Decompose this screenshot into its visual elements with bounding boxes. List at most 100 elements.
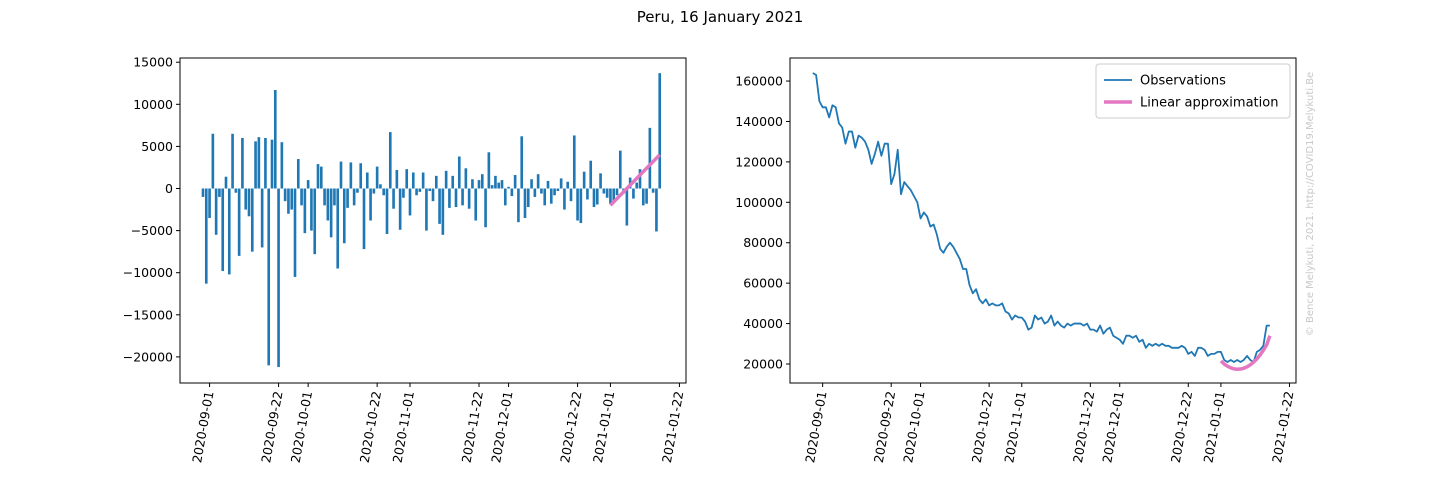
bar <box>586 188 589 200</box>
bar <box>579 188 583 224</box>
bar <box>464 168 468 189</box>
bar <box>329 188 333 238</box>
bar <box>471 179 474 189</box>
x-tick-label: 2020-09-01 <box>189 390 216 464</box>
bar <box>388 132 392 189</box>
bar <box>296 159 300 189</box>
bar <box>638 169 642 189</box>
bar <box>342 188 346 244</box>
y-tick-label: 60000 <box>743 276 783 291</box>
bar <box>523 188 527 218</box>
bar <box>609 188 612 204</box>
bar <box>352 188 356 206</box>
x-tick-label: 2020-10-22 <box>357 390 384 464</box>
bar <box>576 188 579 221</box>
y-tick-label: 0 <box>165 181 173 196</box>
bar <box>277 188 280 368</box>
bar <box>290 188 294 210</box>
watermark: © Bence Melykuti, 2021. http://COVID19.M… <box>1305 72 1316 336</box>
y-tick-label: 5000 <box>141 139 173 154</box>
bar <box>454 188 458 208</box>
bar <box>421 172 425 189</box>
bar <box>395 169 399 189</box>
bar <box>214 188 218 235</box>
x-tick-label: 2020-09-01 <box>802 390 829 464</box>
bar <box>434 175 438 189</box>
bar <box>208 188 211 218</box>
bar <box>280 142 284 189</box>
y-tick-label: −5000 <box>131 223 173 238</box>
bar <box>503 188 507 206</box>
bar <box>625 188 629 226</box>
bar <box>556 188 560 192</box>
bar <box>494 175 497 189</box>
bar <box>444 170 448 189</box>
bar <box>346 188 349 208</box>
bar <box>543 188 547 206</box>
bar <box>224 176 228 189</box>
bar <box>645 188 648 204</box>
bar <box>405 169 409 189</box>
y-tick-label: 20000 <box>743 357 783 372</box>
bar <box>612 188 616 202</box>
bar <box>415 188 418 196</box>
bar <box>365 172 369 189</box>
bar <box>221 188 225 272</box>
bar <box>477 180 481 189</box>
bar <box>300 188 303 206</box>
bar <box>507 186 510 189</box>
x-tick-label: 2021-01-01 <box>590 390 617 464</box>
axes-frame <box>789 57 1297 384</box>
bar <box>201 188 205 197</box>
bar <box>270 139 274 189</box>
plot-area <box>201 73 662 368</box>
fit-line <box>609 153 661 207</box>
bar <box>520 136 524 189</box>
bar <box>359 163 363 189</box>
bar <box>375 166 379 189</box>
bar <box>211 133 215 189</box>
y-tick-label: 40000 <box>743 316 783 331</box>
bar <box>313 188 317 255</box>
bar <box>635 182 639 189</box>
bar <box>595 188 599 205</box>
bar <box>559 178 563 189</box>
bar <box>451 175 455 189</box>
bar <box>385 188 389 234</box>
legend-label: Observations <box>1140 74 1226 89</box>
bar <box>244 188 248 210</box>
bar <box>204 188 208 284</box>
bar <box>254 141 257 189</box>
bar <box>599 173 602 189</box>
bar <box>237 188 241 256</box>
bar <box>457 156 461 189</box>
bar <box>467 188 471 209</box>
bar <box>618 150 622 189</box>
bar <box>438 188 441 224</box>
bar <box>480 174 484 189</box>
bar <box>553 188 556 196</box>
bar <box>273 89 277 189</box>
bar <box>549 188 553 204</box>
bar <box>615 188 619 196</box>
bar <box>333 188 336 206</box>
bar <box>536 174 540 189</box>
x-tick-label: 2020-10-01 <box>288 390 315 464</box>
x-tick-label: 2020-12-22 <box>557 390 584 464</box>
x-tick-label: 2020-12-01 <box>1099 390 1126 464</box>
bar <box>589 160 593 189</box>
x-tick-label: 2020-11-22 <box>1070 390 1097 464</box>
y-tick-label: 15000 <box>133 55 173 70</box>
x-tick-label: 2021-01-22 <box>659 390 686 464</box>
y-tick-label: −10000 <box>123 265 173 280</box>
bar <box>306 180 310 189</box>
y-tick-label: 100000 <box>735 195 783 210</box>
series-line <box>1219 335 1272 372</box>
bar <box>379 184 382 189</box>
bar <box>533 188 537 197</box>
bar <box>497 182 501 189</box>
bar <box>431 188 435 202</box>
bar <box>484 188 487 228</box>
bar <box>293 188 297 277</box>
